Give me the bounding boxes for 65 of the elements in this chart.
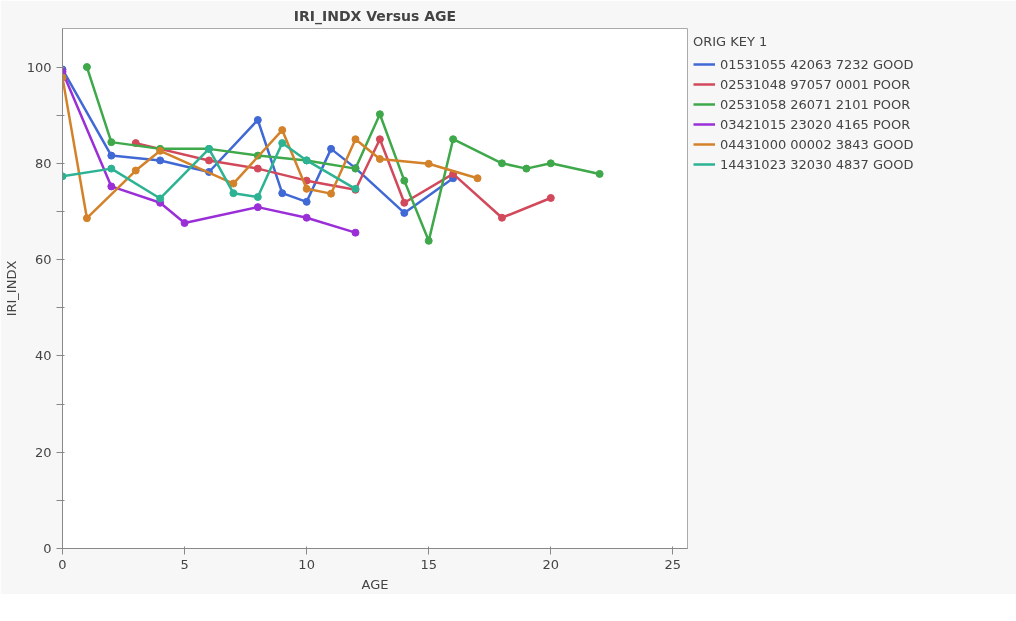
x-tick-label: 5 [180, 556, 189, 572]
point [204, 156, 213, 165]
point [156, 194, 165, 203]
point [546, 159, 555, 168]
point [107, 182, 116, 191]
y-tick-label: 40 [34, 348, 52, 364]
point [229, 179, 238, 188]
legend-title: ORIG KEY 1 [693, 34, 769, 49]
point [375, 135, 384, 144]
x-tick-label: 0 [58, 556, 67, 572]
x-axis-title: AGE [361, 576, 389, 592]
point [302, 213, 311, 222]
point [278, 139, 287, 148]
point [82, 63, 91, 72]
point [253, 193, 262, 202]
point [278, 126, 287, 135]
legend-label: 02531058 26071 2101 POOR [720, 96, 911, 112]
point [375, 154, 384, 163]
legend-label: 02531048 97057 0001 POOR [720, 76, 911, 92]
point [375, 110, 384, 119]
legend-label: 04431000 00002 3843 GOOD [720, 136, 914, 152]
y-axis-title: IRI_INDX [3, 260, 19, 317]
y-tick-label: 80 [34, 155, 52, 171]
point [424, 236, 433, 245]
legend-label: 03421015 23020 4165 POOR [720, 116, 911, 132]
y-tick-label: 20 [34, 444, 52, 460]
y-tick-label: 60 [34, 252, 52, 268]
y-tick-label: 0 [43, 541, 52, 556]
legend-label: 01531055 42063 7232 GOOD [720, 56, 914, 72]
point [351, 135, 360, 144]
point [327, 189, 336, 198]
point [107, 164, 116, 173]
point [497, 159, 506, 168]
point [180, 219, 189, 228]
point [253, 115, 262, 124]
y-tick-label: 100 [26, 59, 52, 75]
point [400, 176, 409, 185]
point [107, 151, 116, 160]
point [522, 164, 531, 173]
point [473, 174, 482, 183]
point [302, 197, 311, 206]
point [278, 189, 287, 198]
point [351, 228, 360, 237]
point [400, 198, 409, 207]
point [253, 203, 262, 212]
point [302, 184, 311, 193]
point [156, 156, 165, 165]
point [107, 138, 116, 147]
point [595, 169, 604, 178]
point [424, 159, 433, 168]
point [400, 208, 409, 217]
point [327, 144, 336, 153]
point [449, 135, 458, 144]
point [131, 166, 140, 175]
x-tick-label: 15 [420, 556, 437, 572]
x-tick-label: 25 [664, 556, 682, 572]
x-tick-label: 20 [542, 556, 560, 572]
point [229, 189, 238, 198]
point [82, 214, 91, 223]
point [546, 193, 555, 202]
x-tick-label: 10 [298, 556, 315, 572]
point [253, 164, 262, 173]
point [497, 213, 506, 222]
legend-label: 14431023 32030 4837 GOOD [720, 156, 914, 172]
chart-title: IRI_INDX Versus AGE [293, 7, 457, 25]
